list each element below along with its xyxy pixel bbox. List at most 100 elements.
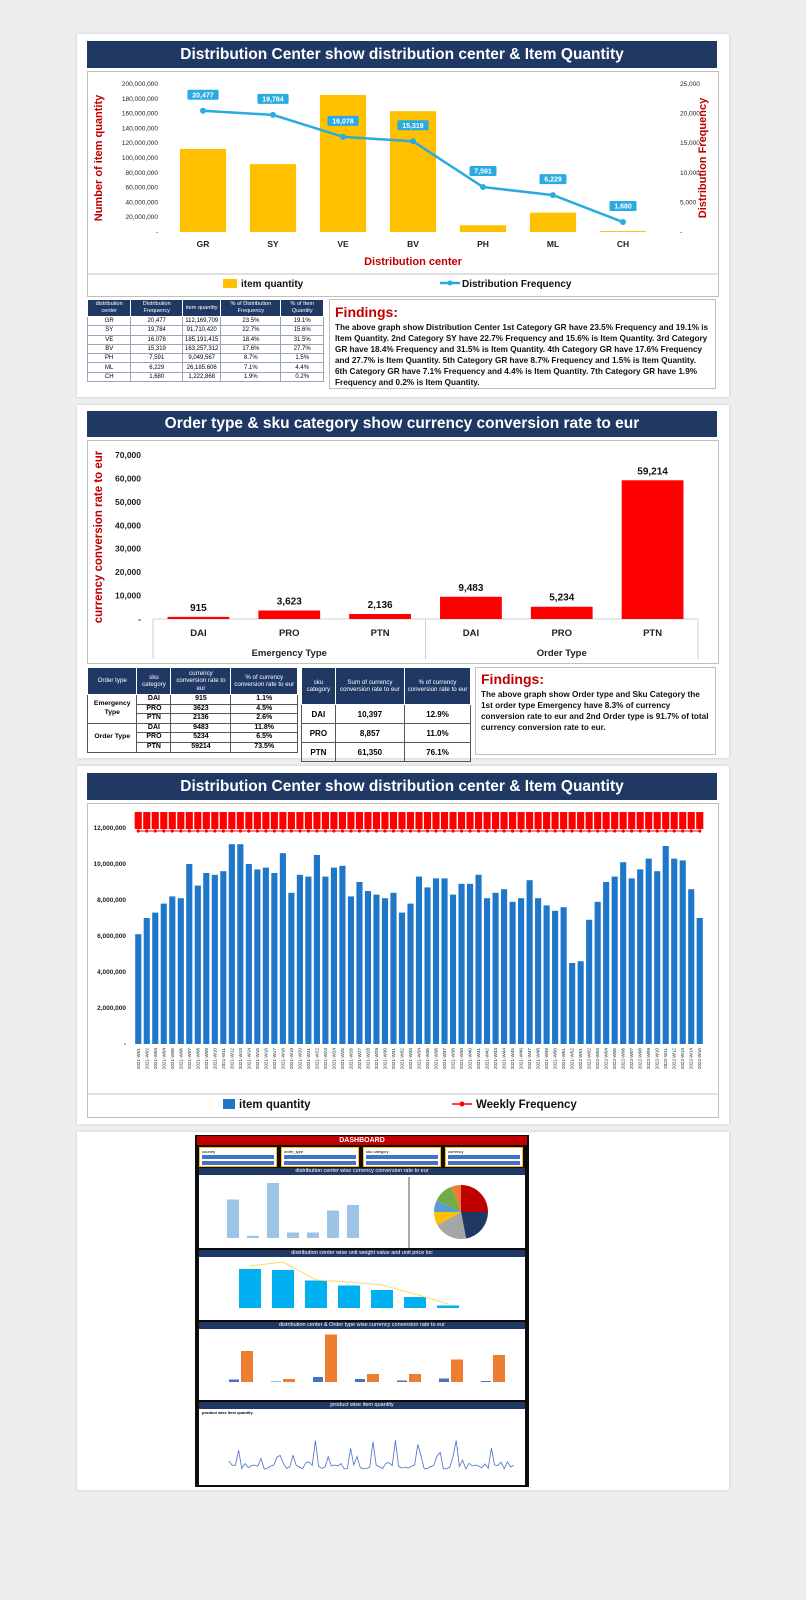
x-tick-label: 2022-W08 (638, 1048, 643, 1070)
table-cell: 23.5% (220, 315, 282, 327)
x-tick-label: PH (477, 239, 489, 249)
x-tick-label: 2021-W19 (289, 1048, 294, 1070)
x-tick-label: 2021-W03 (153, 1048, 158, 1070)
weekly-frequency-label-box (313, 812, 321, 829)
weekly-item-quantity-bar (160, 903, 167, 1044)
weekly-frequency-point (136, 829, 140, 833)
y-tick-label: - (124, 1041, 126, 1048)
x-tick-label: 2021-W24 (331, 1048, 336, 1070)
dashboard-bar (397, 1380, 407, 1382)
dashboard-panel-3: distribution center & Order type wise cu… (199, 1322, 525, 1400)
dashboard-panel-1: distribution center wise currency conver… (199, 1168, 525, 1248)
dashboard-title: DASHBOARD (197, 1136, 527, 1145)
weekly-frequency-label-box (602, 812, 610, 829)
dashboard-filter[interactable]: country (199, 1147, 277, 1167)
weekly-item-quantity-bar (466, 883, 474, 1044)
weekly-item-quantity-bar (339, 865, 346, 1044)
data-label: 16,078 (332, 118, 354, 125)
dashboard-filter-chip[interactable] (448, 1161, 520, 1165)
dashboard-filter-chip[interactable] (284, 1155, 356, 1159)
weekly-item-quantity-bar (407, 903, 414, 1044)
y-tick-label: 80,000,000 (125, 170, 158, 177)
y-tick-label: 12,000,000 (93, 825, 126, 832)
section2-title: Order type & sku category show currency … (87, 411, 717, 437)
weekly-frequency-label-box (560, 812, 568, 829)
table-cell: 7.1% (220, 362, 282, 373)
dashboard-bar (227, 1199, 239, 1238)
dashboard-filter-chip[interactable] (284, 1161, 356, 1165)
table-row: SY 19,784 91,710,420 22.7% 15.6% (86, 325, 324, 336)
y-tick-label: 50,000 (115, 497, 141, 507)
y-tick-label: 40,000,000 (125, 199, 158, 206)
table-cell: 6.5% (230, 732, 298, 743)
y-tick-label: 120,000,000 (122, 140, 159, 147)
currency-bar (530, 606, 593, 619)
dashboard-filter[interactable]: sku category (363, 1147, 441, 1167)
weekly-frequency-label-box (611, 812, 619, 829)
table-cell: 12.9% (404, 704, 471, 724)
weekly-card: Distribution Center show distribution ce… (77, 766, 729, 1124)
dashboard-line (228, 1440, 514, 1470)
table-cell: 15,319 (130, 343, 183, 355)
dashboard-filter-chip[interactable] (202, 1155, 274, 1159)
x-tick-label: 2022-W02 (587, 1048, 592, 1070)
weekly-item-quantity-bar (560, 907, 567, 1044)
table-header: distribution center (86, 299, 132, 317)
y2-tick-label: 10,000 (680, 170, 700, 177)
dashboard-bar (371, 1290, 393, 1308)
weekly-frequency-label-box (679, 812, 687, 829)
dashboard-bar (267, 1183, 279, 1238)
weekly-item-quantity-bar (637, 869, 644, 1044)
weekly-frequency-label-box (636, 812, 644, 829)
dashboard-filter-chip[interactable] (448, 1155, 520, 1159)
weekly-frequency-point (698, 829, 702, 833)
dashboard-filter-chip[interactable] (202, 1161, 274, 1165)
weekly-item-quantity-bar (364, 891, 372, 1044)
dashboard-filter[interactable]: currency (445, 1147, 523, 1167)
x-tick-label: 2021-W20 (297, 1048, 302, 1070)
sku-category-table: sku category Sum of currency conversion r… (301, 667, 471, 762)
dashboard-pie-slice (436, 1186, 461, 1212)
weekly-frequency-label-box (492, 812, 500, 829)
x-tick-label: 2022-W01 (578, 1048, 583, 1070)
y2-axis-title: Distribution Frequency (697, 97, 709, 218)
dashboard-bar (437, 1305, 459, 1308)
x-tick-label: VE (337, 239, 349, 249)
item-quantity-bar (319, 94, 367, 233)
x-tick-label: 2021-W37 (442, 1048, 447, 1070)
legend-label: item quantity (239, 1099, 311, 1111)
weekly-item-quantity-bar (203, 873, 210, 1044)
table-cell: 0.2% (280, 371, 324, 383)
weekly-item-quantity-bar (671, 858, 678, 1044)
weekly-frequency-label-box (245, 812, 253, 829)
chart2-table-b-panel: sku category Sum of currency conversion r… (301, 667, 471, 762)
weekly-item-quantity-chart: - 2,000,000 4,000,000 6,000,000 8,000,000 10,… (88, 812, 718, 1111)
table-cell: 17.6% (220, 343, 282, 355)
x-tick-label: 2021-W04 (161, 1048, 166, 1070)
table-cell: 9,049,567 (181, 353, 222, 364)
weekly-item-quantity-bar (262, 867, 269, 1044)
x-tick-label: 2021-W23 (323, 1048, 328, 1070)
x-tick-label: 2021-W06 (178, 1048, 183, 1070)
x-tick-label: 2021-W35 (425, 1048, 430, 1070)
dashboard-bar (247, 1235, 259, 1238)
data-label: 19,784 (262, 96, 284, 103)
dashboard-filter[interactable]: order_type (281, 1147, 359, 1167)
dashboard-filter-chip[interactable] (366, 1155, 438, 1159)
table-row: Emergency Type DAI 915 1.1% (86, 694, 298, 724)
legend-label: Distribution Frequency (462, 279, 572, 290)
weekly-item-quantity-bar (645, 858, 652, 1044)
dashboard-filter-chip[interactable] (366, 1161, 438, 1165)
table-cell: 8.7% (220, 353, 282, 364)
table-row: DAI 10,397 12.9% (301, 704, 471, 724)
weekly-item-quantity-bar (603, 882, 610, 1044)
weekly-frequency-label-box (398, 812, 406, 829)
order-type-cell: Emergency Type (86, 694, 138, 724)
dashboard-bar (404, 1297, 426, 1308)
data-label: 20,477 (192, 92, 214, 99)
data-label-box (469, 166, 497, 177)
x-tick-label: 2021-W51 (561, 1048, 566, 1070)
table-cell: 31.5% (280, 334, 324, 345)
weekly-item-quantity-bar (586, 919, 593, 1044)
x-tick-label: 2021-W21 (306, 1048, 311, 1070)
